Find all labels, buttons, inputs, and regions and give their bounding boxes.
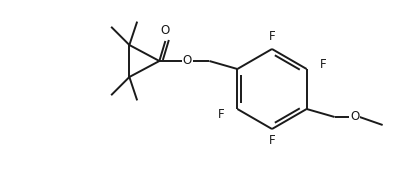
Text: F: F [218,108,224,121]
Text: F: F [269,30,275,43]
Text: O: O [350,111,359,124]
Text: O: O [183,54,192,67]
Text: F: F [269,135,275,148]
Text: F: F [320,57,326,70]
Text: O: O [161,25,170,38]
